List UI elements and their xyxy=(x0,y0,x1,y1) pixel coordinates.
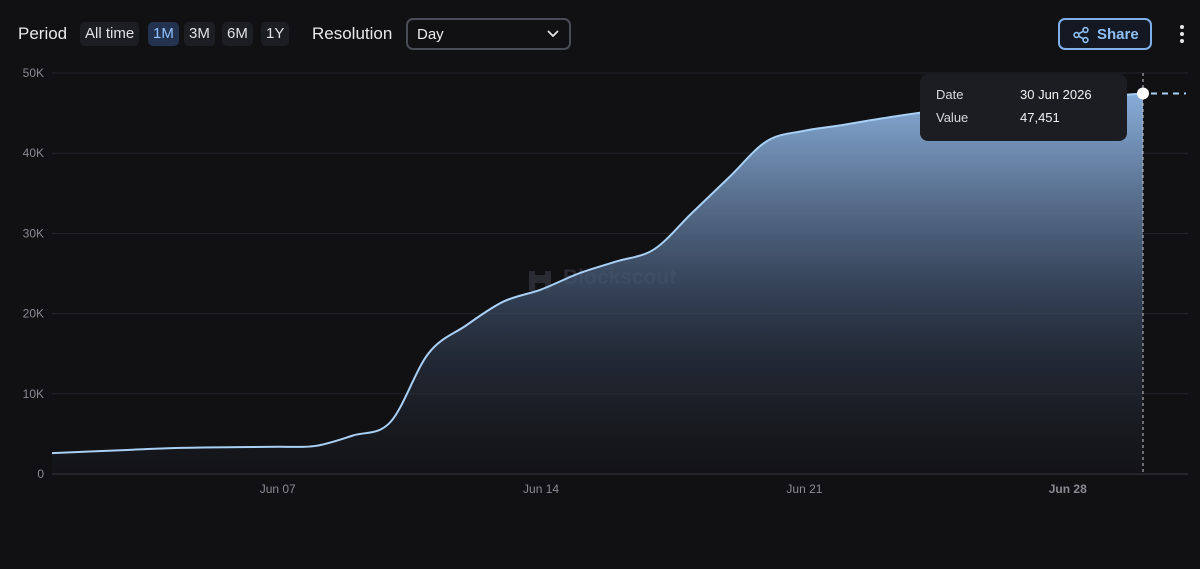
x-tick-label: Jun 21 xyxy=(786,482,822,496)
data-point xyxy=(651,246,657,252)
data-point xyxy=(689,210,695,216)
share-button-label: Share xyxy=(1097,26,1139,43)
data-point xyxy=(275,444,281,450)
y-tick-label: 0 xyxy=(37,467,44,481)
data-point xyxy=(237,444,243,450)
data-point xyxy=(613,258,619,264)
tooltip-date-label: Date xyxy=(936,87,964,102)
x-tick-label: Jun 14 xyxy=(523,482,559,496)
data-point xyxy=(726,174,732,180)
data-point xyxy=(801,128,807,134)
x-axis: Jun 07 Jun 14 Jun 21 Jun 28 xyxy=(260,482,1087,496)
period-label: Period xyxy=(18,24,68,43)
data-point xyxy=(49,450,55,456)
y-tick-label: 10K xyxy=(23,387,44,401)
y-axis: 0 10K 20K 30K 40K 50K xyxy=(23,66,45,481)
data-point xyxy=(87,449,93,455)
resolution-select[interactable]: Day xyxy=(406,18,571,50)
data-point xyxy=(839,122,845,128)
hover-point[interactable] xyxy=(1137,87,1149,100)
share-button[interactable]: Share xyxy=(1058,18,1152,50)
data-point xyxy=(388,419,394,425)
chart-tooltip: Date 30 Jun 2026 Value 47,451 xyxy=(920,74,1127,141)
chevron-down-icon xyxy=(547,30,559,37)
y-tick-label: 40K xyxy=(23,146,44,160)
more-options-icon[interactable] xyxy=(1176,22,1188,46)
data-point xyxy=(124,447,130,453)
period-all-time-button[interactable]: All time xyxy=(80,22,140,46)
x-tick-label: Jun 07 xyxy=(260,482,296,496)
y-tick-label: 30K xyxy=(23,226,44,240)
resolution-label: Resolution xyxy=(312,24,393,43)
y-tick-label: 50K xyxy=(23,66,44,80)
period-6m-button[interactable]: 6M xyxy=(222,22,253,46)
y-tick-label: 20K xyxy=(23,307,44,321)
blockscout-logo-icon xyxy=(529,271,551,291)
period-3m-button[interactable]: 3M xyxy=(184,22,215,46)
data-point xyxy=(500,299,506,305)
data-point xyxy=(199,445,205,451)
data-point xyxy=(538,287,544,293)
data-point xyxy=(350,433,356,439)
data-point xyxy=(877,116,883,122)
data-point xyxy=(162,445,168,451)
tooltip-value-value: 47,451 xyxy=(1020,110,1060,125)
tooltip-value-label: Value xyxy=(936,110,969,125)
resolution-selected-value: Day xyxy=(417,26,444,43)
share-icon xyxy=(1073,26,1089,44)
data-point xyxy=(425,351,431,357)
period-1m-button[interactable]: 1M xyxy=(148,22,179,46)
data-point xyxy=(312,443,318,449)
data-point xyxy=(576,271,582,277)
chart-toolbar: Period All time 1M 3M 6M 1Y Resolution D… xyxy=(0,0,1200,68)
data-point xyxy=(463,323,469,329)
period-1y-button[interactable]: 1Y xyxy=(261,22,290,46)
tooltip-date-value: 30 Jun 2026 xyxy=(1020,87,1092,102)
area-fill xyxy=(52,93,1143,474)
x-tick-label: Jun 28 xyxy=(1049,482,1087,496)
data-point xyxy=(764,138,770,144)
